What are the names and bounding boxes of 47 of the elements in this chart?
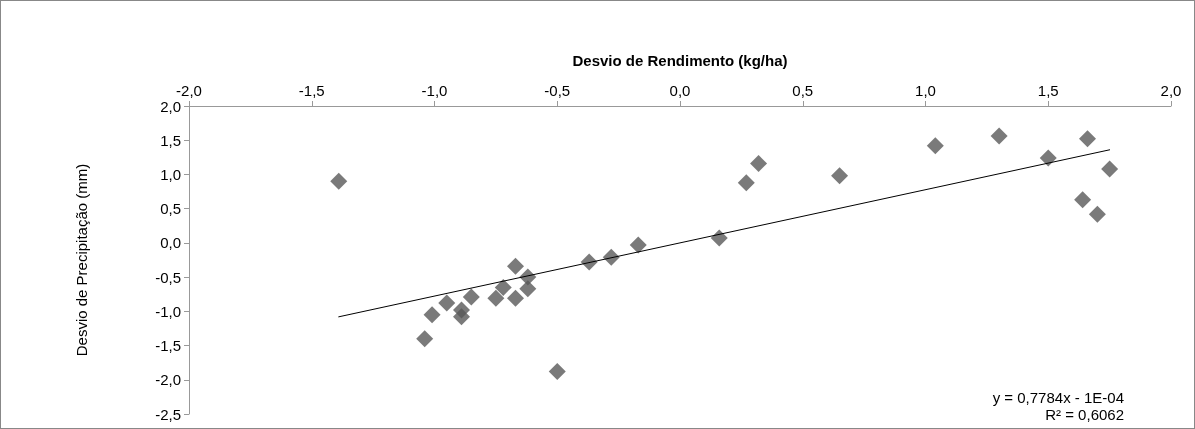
point: [629, 236, 647, 254]
annotation: y = 0,7784x - 1E-04: [992, 389, 1125, 406]
x-tick-label: -0,5: [544, 82, 571, 99]
x-axis-title: Desvio de Rendimento (kg/ha): [572, 52, 788, 69]
x-tick-label: 0,0: [669, 82, 691, 99]
point: [1101, 160, 1119, 178]
point: [462, 288, 480, 306]
y-tick-label: 0,5: [160, 200, 181, 218]
point: [1039, 149, 1057, 167]
point: [1079, 130, 1097, 148]
x-tick-label: -2,0: [176, 82, 202, 99]
y-tick-label: -1,0: [155, 302, 181, 320]
point: [737, 174, 755, 192]
y-tick-label: -0,5: [155, 268, 181, 286]
x-tick-label: 0,5: [792, 82, 814, 99]
y-axis-title: Desvio de Precipitação (mm): [73, 163, 90, 357]
x-tick-label: -1,5: [298, 82, 325, 99]
y-tick-label: 0,0: [160, 234, 181, 252]
point: [416, 330, 434, 348]
y-tick-label: 1,5: [160, 131, 181, 149]
point: [831, 167, 849, 185]
point: [330, 172, 348, 190]
point: [1074, 191, 1092, 209]
point: [494, 278, 512, 296]
annotation: R² = 0,6062: [1045, 406, 1125, 423]
y-tick-label: -1,5: [155, 337, 181, 355]
point: [453, 308, 471, 326]
x-tick-label: 1,0: [915, 82, 936, 99]
point: [487, 289, 505, 307]
point: [1088, 205, 1106, 223]
y-tick-label: -2,5: [155, 405, 181, 423]
point: [507, 257, 525, 275]
point: [926, 137, 944, 155]
point: [438, 294, 456, 312]
x-tick-label: -1,0: [421, 82, 448, 99]
point: [548, 363, 566, 381]
x-tick-label: 1,5: [1037, 82, 1059, 99]
x-tick-label: 2,0: [1160, 82, 1182, 99]
y-tick-label: 1,0: [160, 165, 181, 183]
point: [710, 229, 728, 247]
y-tick-label: -2,0: [155, 371, 181, 389]
y-tick-label: 2,0: [160, 97, 181, 115]
point: [423, 306, 441, 324]
point: [750, 154, 768, 172]
point: [507, 289, 525, 307]
point: [990, 127, 1008, 145]
point: [519, 280, 537, 298]
